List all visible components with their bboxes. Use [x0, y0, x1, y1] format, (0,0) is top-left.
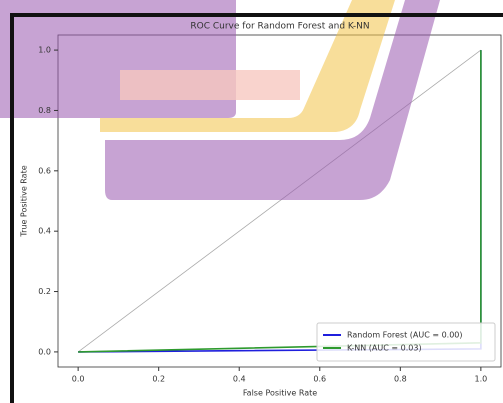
x-tick-label: 0.6	[313, 375, 326, 384]
overlay-shape	[120, 70, 300, 100]
y-tick-label: 0.6	[38, 166, 51, 175]
x-axis-label: False Positive Rate	[243, 389, 317, 398]
y-tick-label: 0.8	[38, 106, 51, 115]
overlay-shape	[0, 0, 236, 118]
y-axis-label: True Positive Rate	[20, 165, 29, 237]
x-tick-label: 0.0	[72, 375, 85, 384]
x-tick-label: 0.2	[152, 375, 165, 384]
legend-label: K-NN (AUC = 0.03)	[347, 344, 422, 353]
y-tick-label: 0.0	[38, 347, 51, 356]
x-tick-label: 1.0	[474, 375, 487, 384]
chart: ROC Curve for Random Forest and K-NN Fal…	[0, 0, 503, 403]
x-tick-label: 0.4	[233, 375, 246, 384]
y-tick-label: 1.0	[38, 46, 51, 55]
y-tick-label: 0.4	[38, 227, 51, 236]
legend-label: Random Forest (AUC = 0.00)	[347, 331, 463, 340]
x-tick-label: 0.8	[394, 375, 407, 384]
y-tick-label: 0.2	[38, 287, 51, 296]
legend-box	[317, 323, 495, 361]
chart-title: ROC Curve for Random Forest and K-NN	[190, 22, 369, 32]
